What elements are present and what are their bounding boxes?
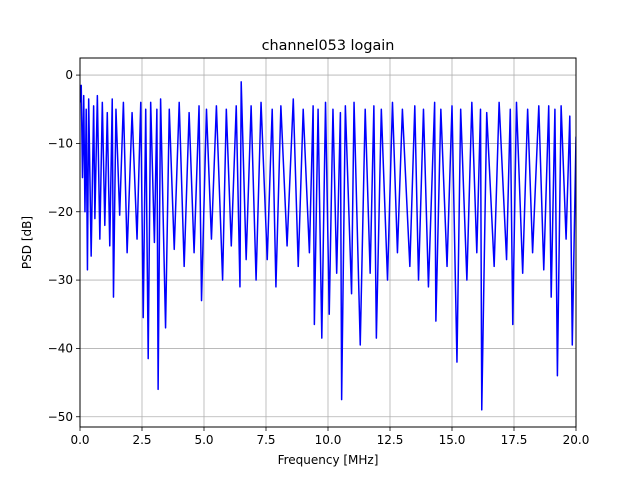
psd-series-line	[80, 81, 576, 411]
x-tick-label: 2.5	[132, 433, 151, 447]
y-tick-label: −10	[48, 136, 73, 150]
y-tick-label: −20	[48, 205, 73, 219]
ticks-layer: 0.0 2.5 5.0 7.5 10.0 12.5 15.0 17.5 20.0 0 −10 −20 −…	[48, 68, 590, 447]
y-axis-label: PSD [dB]	[20, 216, 34, 269]
x-tick-label: 10.0	[315, 433, 342, 447]
x-tick-label: 5.0	[194, 433, 213, 447]
y-tick-label: 0	[65, 68, 73, 82]
x-tick-label: 0.0	[70, 433, 89, 447]
x-tick-label: 12.5	[377, 433, 404, 447]
series-layer	[80, 81, 576, 411]
x-tick-label: 7.5	[256, 433, 275, 447]
y-tick-label: −30	[48, 273, 73, 287]
x-tick-label: 17.5	[501, 433, 528, 447]
y-tick-label: −50	[48, 410, 73, 424]
x-tick-label: 15.0	[439, 433, 466, 447]
chart-title: channel053 logain	[262, 38, 395, 54]
y-tick-label: −40	[48, 341, 73, 355]
x-tick-label: 20.0	[563, 433, 590, 447]
x-axis-label: Frequency [MHz]	[278, 453, 379, 467]
